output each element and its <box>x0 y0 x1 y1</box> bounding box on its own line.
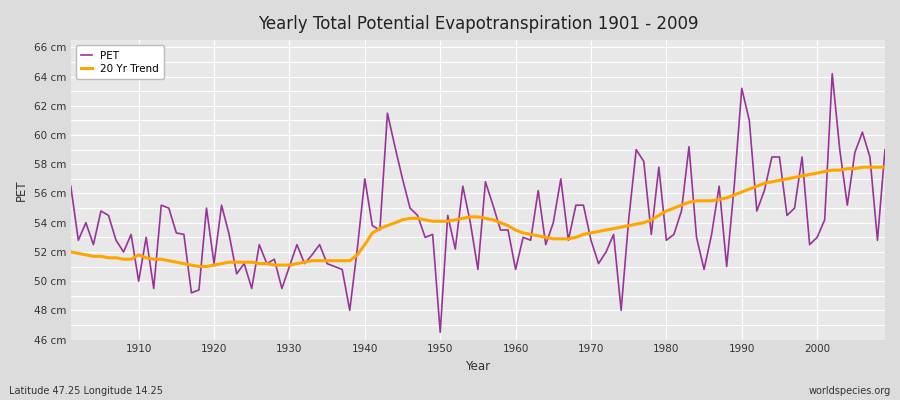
Text: Latitude 47.25 Longitude 14.25: Latitude 47.25 Longitude 14.25 <box>9 386 163 396</box>
PET <box>66 184 77 188</box>
20 Yr Trend <box>608 226 619 231</box>
20 Yr Trend <box>857 165 868 170</box>
20 Yr Trend <box>518 230 528 235</box>
PET <box>827 71 838 76</box>
PET <box>518 235 528 240</box>
PET <box>879 147 890 152</box>
PET <box>510 267 521 272</box>
PET <box>608 232 619 237</box>
Line: PET: PET <box>71 74 885 332</box>
X-axis label: Year: Year <box>465 360 491 373</box>
20 Yr Trend <box>510 228 521 232</box>
Legend: PET, 20 Yr Trend: PET, 20 Yr Trend <box>76 45 164 79</box>
PET <box>435 330 446 335</box>
PET <box>126 232 137 237</box>
Text: worldspecies.org: worldspecies.org <box>809 386 891 396</box>
PET <box>292 242 302 247</box>
20 Yr Trend <box>879 165 890 170</box>
20 Yr Trend <box>194 264 204 269</box>
20 Yr Trend <box>66 250 77 254</box>
20 Yr Trend <box>345 258 356 263</box>
Title: Yearly Total Potential Evapotranspiration 1901 - 2009: Yearly Total Potential Evapotranspiratio… <box>257 15 698 33</box>
PET <box>337 267 347 272</box>
20 Yr Trend <box>126 257 137 262</box>
Y-axis label: PET: PET <box>15 179 28 201</box>
20 Yr Trend <box>299 260 310 264</box>
Line: 20 Yr Trend: 20 Yr Trend <box>71 167 885 266</box>
